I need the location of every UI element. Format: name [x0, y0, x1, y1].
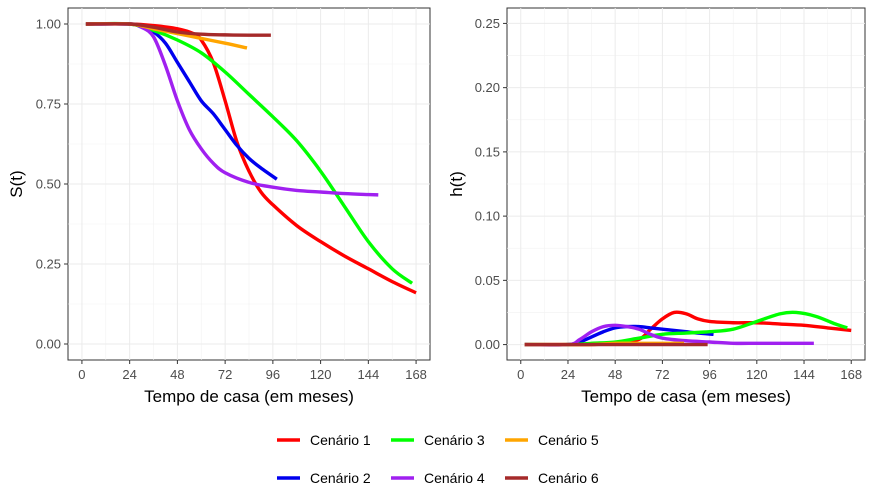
- hazard-y-ticks: 0.00 0.05 0.10 0.15 0.20 0.25: [475, 16, 507, 352]
- legend-label-5: Cenário 4: [424, 470, 485, 486]
- survival-x-ticks: 0 24 48 72 96 120 144 168: [78, 360, 427, 382]
- hazard-series-group: [524, 310, 852, 347]
- x-tick-label: 96: [702, 367, 716, 382]
- hazard-y-axis-title: h(t): [447, 171, 466, 197]
- survival-line-cenario-3: [85, 21, 414, 285]
- y-tick-label: 0.00: [36, 337, 61, 352]
- survival-line-cenario-6: [85, 22, 271, 37]
- y-tick-label: 0.20: [475, 80, 500, 95]
- legend-label-6: Cenário 6: [538, 470, 599, 486]
- hazard-line-cenario-4: [524, 323, 814, 347]
- y-tick-label: 0.10: [475, 209, 500, 224]
- x-tick-label: 0: [78, 367, 85, 382]
- legend-label-3: Cenário 5: [538, 432, 599, 448]
- legend-label-2: Cenário 3: [424, 432, 485, 448]
- y-tick-label: 1.00: [36, 17, 61, 32]
- y-tick-label: 0.50: [36, 177, 61, 192]
- legend: Cenário 1 Cenário 3 Cenário 5 Cenário 2 Cená…: [277, 432, 599, 486]
- x-tick-label: 144: [357, 367, 379, 382]
- x-tick-label: 168: [405, 367, 427, 382]
- x-tick-label: 120: [746, 367, 768, 382]
- y-tick-label: 0.25: [475, 16, 500, 31]
- y-tick-label: 0.00: [475, 337, 500, 352]
- x-tick-label: 24: [122, 367, 136, 382]
- survival-line-cenario-4: [85, 22, 379, 197]
- survival-y-axis-title: S(t): [7, 170, 26, 197]
- y-tick-label: 0.15: [475, 144, 500, 159]
- survival-series-group: [85, 21, 417, 295]
- hazard-x-ticks: 0 24 48 72 96 120 144 168: [517, 360, 862, 382]
- x-tick-label: 144: [793, 367, 815, 382]
- x-tick-label: 120: [310, 367, 332, 382]
- legend-label-4: Cenário 2: [310, 470, 371, 486]
- x-tick-label: 48: [170, 367, 184, 382]
- x-tick-label: 168: [840, 367, 862, 382]
- x-tick-label: 72: [655, 367, 669, 382]
- x-tick-label: 96: [266, 367, 280, 382]
- hazard-grid: [507, 8, 865, 360]
- survival-panel: 0 24 48 72 96 120 144 168 0.000.250.500.751.00 …: [7, 7, 431, 406]
- legend-label-1: Cenário 1: [310, 432, 371, 448]
- y-tick-label: 0.25: [36, 257, 61, 272]
- hazard-x-axis-title: Tempo de casa (em meses): [581, 387, 791, 406]
- y-tick-label: 0.75: [36, 97, 61, 112]
- x-tick-label: 72: [218, 367, 232, 382]
- x-tick-label: 24: [561, 367, 575, 382]
- survival-y-ticks: 0.00 0.25 0.50 0.75 1.00: [36, 17, 68, 352]
- survival-x-axis-title: Tempo de casa (em meses): [144, 387, 354, 406]
- x-tick-label: 0: [517, 367, 524, 382]
- hazard-panel: 0 24 48 72 96 120 144 168 0.000.050.100.150.200…: [447, 7, 866, 406]
- y-tick-label: 0.05: [475, 273, 500, 288]
- survival-line-cenario-1: [85, 22, 417, 295]
- x-tick-label: 48: [608, 367, 622, 382]
